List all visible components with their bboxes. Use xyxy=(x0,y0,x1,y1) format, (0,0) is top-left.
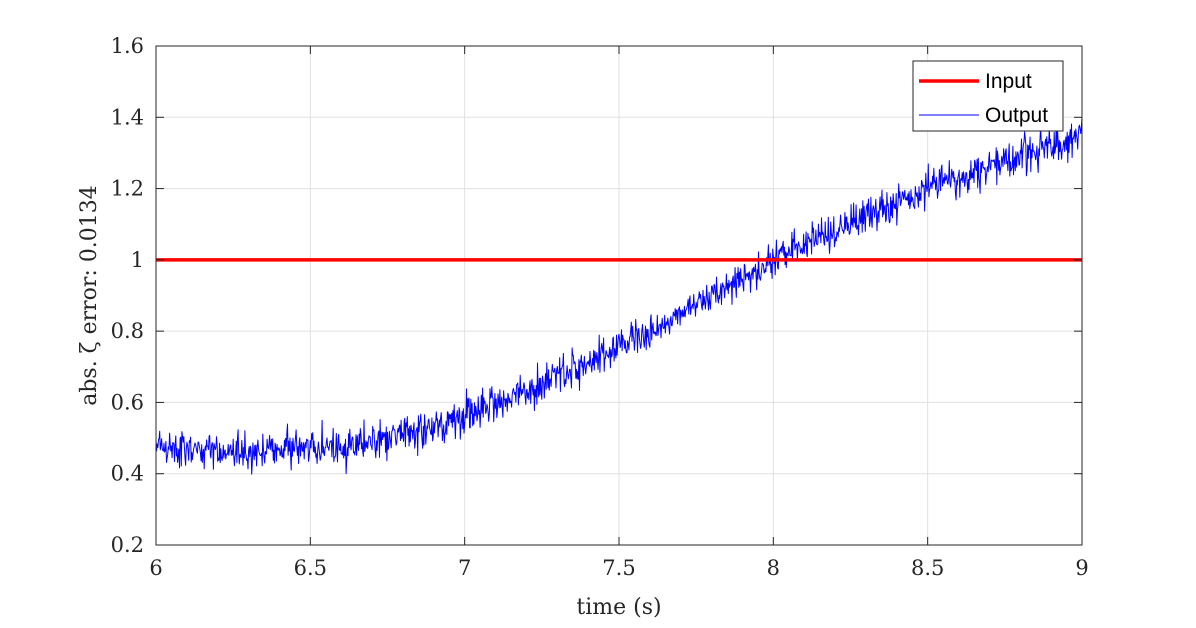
x-tick-label: 9 xyxy=(1075,556,1088,580)
y-tick-label: 1 xyxy=(131,248,144,272)
x-tick-label: 6.5 xyxy=(294,556,327,580)
x-axis-label: time (s) xyxy=(576,595,661,620)
x-tick-label: 7.5 xyxy=(602,556,635,580)
y-tick-label: 1.4 xyxy=(111,105,144,129)
legend-label-output: Output xyxy=(985,104,1048,127)
series-layer xyxy=(155,116,1083,475)
y-tick-label: 1.2 xyxy=(111,177,144,201)
y-tick-label: 0.4 xyxy=(111,462,144,486)
y-axis-label: abs. ζ error: 0.0134 xyxy=(77,185,102,406)
y-tick-label: 1.6 xyxy=(111,34,144,58)
x-tick-label: 8 xyxy=(767,556,780,580)
x-tick-label: 6 xyxy=(149,556,162,580)
legend-box xyxy=(912,60,1064,132)
y-tick-label: 0.2 xyxy=(111,533,144,557)
y-tick-label: 0.6 xyxy=(111,390,144,414)
axis-ticks: 6 6.5 7 7.5 8 8.5 9 0.2 0.4 0.6 0.8 1 1.2 1.4 1.6 xyxy=(111,34,1089,580)
legend-label-input: Input xyxy=(985,70,1032,93)
x-tick-label: 8.5 xyxy=(911,556,944,580)
y-tick-label: 0.8 xyxy=(111,319,144,343)
legend: Input Output xyxy=(912,60,1064,132)
x-tick-label: 7 xyxy=(458,556,471,580)
series-output-line xyxy=(155,116,1083,475)
